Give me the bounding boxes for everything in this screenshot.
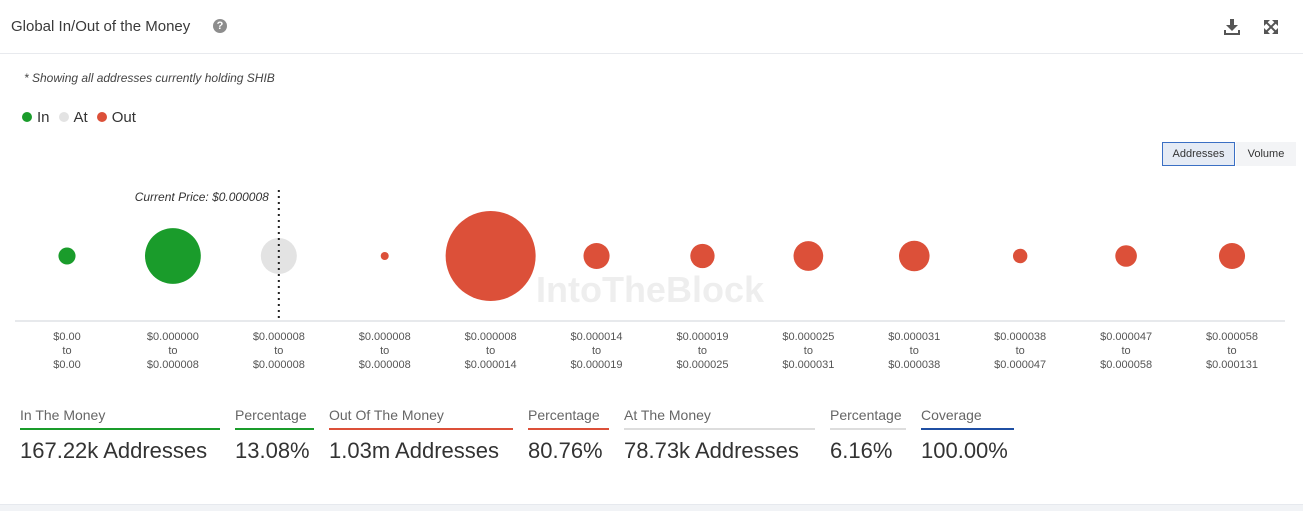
legend-label-out: Out [111,108,136,126]
tick-label-to-8: to [804,345,813,357]
stat-label-at-the-money: At The Money [624,405,815,430]
card-title: Global In/Out of the Money [11,18,191,35]
stat-value-in-the-money: 167.22k Addresses [20,438,208,463]
tick-label-to-7: to [698,345,707,357]
tick-label-low-4: $0.000008 [359,331,411,343]
legend-item-out[interactable]: Out [96,108,136,126]
tick-label-high-9: $0.000038 [888,359,940,371]
expand-icon[interactable] [1261,17,1281,37]
tick-label-high-1: $0.00 [53,359,81,371]
stat-out-percentage: Percentage 80.76% [528,405,609,464]
stat-label-out-of-the-money: Out Of The Money [329,405,513,430]
tick-label-low-10: $0.000038 [994,331,1046,343]
tick-label-high-5: $0.000014 [465,359,517,371]
stat-coverage: Coverage 100.00% [921,405,1014,464]
bubble-11[interactable] [1115,245,1137,267]
tick-label-to-3: to [274,345,283,357]
tick-label-low-1: $0.00 [53,331,81,343]
stat-at-the-money: At The Money 78.73k Addresses [624,405,815,464]
chart-legend: In At Out [22,107,145,127]
bubble-8[interactable] [793,241,824,271]
tick-label-low-8: $0.000025 [782,331,834,343]
tick-label-low-3: $0.000008 [253,331,305,343]
stat-value-at-percentage: 6.16% [830,438,893,463]
bubble-chart: IntoTheBlock $0.00 to $0.00 $0.000000 to $0.00… [15,190,1285,371]
legend-item-in[interactable]: In [22,109,50,126]
tick-label-high-3: $0.000008 [253,359,305,371]
watermark: IntoTheBlock [536,269,765,310]
tick-label-to-6: to [592,345,601,357]
legend-label-in: In [37,108,50,126]
tick-label-to-5: to [486,345,495,357]
bubble-6[interactable] [583,242,610,270]
stat-label-in-percentage: Percentage [235,405,314,430]
tick-label-to-12: to [1227,345,1236,357]
stat-in-percentage: Percentage 13.08% [235,405,314,464]
holding-note: * Showing all addresses currently holdin… [24,71,275,85]
tick-label-low-6: $0.000014 [571,331,623,343]
tick-label-to-2: to [168,345,177,357]
tick-label-low-2: $0.000000 [147,331,199,343]
tick-label-high-4: $0.000008 [359,359,411,371]
tick-label-low-12: $0.000058 [1206,331,1258,343]
bubble-10[interactable] [1012,248,1028,264]
bubble-2[interactable] [145,228,201,284]
legend-item-at[interactable]: At [58,108,88,126]
bubble-4[interactable] [380,252,389,260]
tick-label-low-7: $0.000019 [676,331,728,343]
stats-row: In The Money 167.22k Addresses Percentage 1… [0,405,1303,475]
tick-label-low-11: $0.000047 [1100,331,1152,343]
tick-label-high-2: $0.000008 [147,359,199,371]
tick-label-high-10: $0.000047 [994,359,1046,371]
legend-dot-at [58,112,69,122]
bubble-7[interactable] [690,243,715,269]
tick-label-to-10: to [1016,345,1025,357]
stat-label-out-percentage: Percentage [528,405,609,430]
legend-label-at: At [73,108,88,126]
card-header: Global In/Out of the Money ? [0,0,1303,54]
bubble-12[interactable] [1218,242,1246,270]
stat-value-at-the-money: 78.73k Addresses [624,438,799,463]
tick-label-to-11: to [1121,345,1130,357]
stat-value-coverage: 100.00% [921,438,1008,463]
legend-dot-out [96,112,107,122]
tick-label-high-8: $0.000031 [782,359,834,371]
download-icon[interactable] [1222,17,1242,37]
question-circle-icon[interactable]: ? [213,19,227,33]
tick-label-high-12: $0.000131 [1206,359,1258,371]
addresses-toggle-button[interactable]: Addresses [1162,142,1235,166]
tick-label-to-9: to [910,345,919,357]
tick-label-low-5: $0.000008 [465,331,517,343]
stat-at-percentage: Percentage 6.16% [830,405,906,464]
stat-value-out-percentage: 80.76% [528,438,603,463]
stat-label-at-percentage: Percentage [830,405,906,430]
tick-label-low-9: $0.000031 [888,331,940,343]
current-price-label: Current Price: $0.000008 [135,190,269,204]
tick-label-high-11: $0.000058 [1100,359,1152,371]
tick-label-high-6: $0.000019 [571,359,623,371]
stat-value-in-percentage: 13.08% [235,438,310,463]
bubble-1[interactable] [58,247,76,265]
tick-label-to-4: to [380,345,389,357]
volume-toggle-button[interactable]: Volume [1236,142,1296,166]
stat-out-of-the-money: Out Of The Money 1.03m Addresses [329,405,513,464]
legend-dot-in [22,112,32,122]
bubble-5[interactable] [445,211,536,301]
tick-label-to-1: to [62,345,71,357]
tick-label-high-7: $0.000025 [676,359,728,371]
stat-label-in-the-money: In The Money [20,405,220,430]
stat-label-coverage: Coverage [921,405,1014,430]
stat-value-out-of-the-money: 1.03m Addresses [329,438,499,463]
bubble-9[interactable] [898,240,930,272]
stat-in-the-money: In The Money 167.22k Addresses [20,405,220,464]
